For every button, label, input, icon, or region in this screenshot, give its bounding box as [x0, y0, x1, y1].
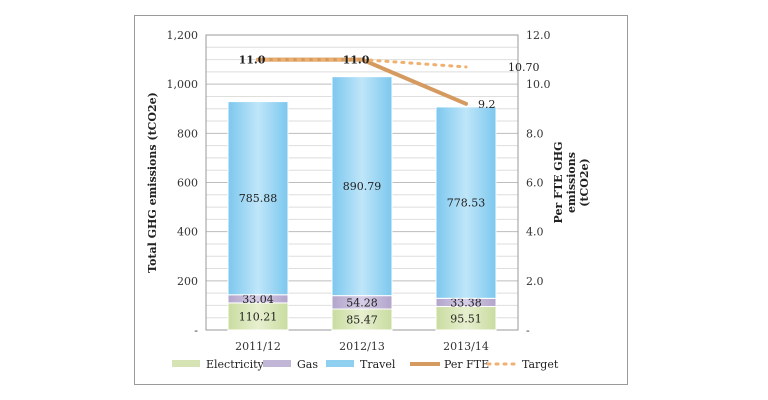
y-tick-label: 400 — [177, 226, 198, 239]
x-tick-label: 2013/14 — [443, 340, 489, 353]
bar-travel-2012-13 — [331, 76, 393, 297]
y-tick-label: 1,200 — [167, 29, 199, 42]
y2-tick-label: 4.0 — [526, 226, 544, 239]
x-tick-label: 2012/13 — [339, 340, 385, 353]
legend-label-per-fte: Per FTE — [444, 358, 489, 371]
line-label-per-fte: 9.2 — [478, 98, 496, 111]
legend-label-gas: Gas — [297, 358, 318, 371]
axes: - 200 400 600 800 1,000 1,200 - 2.0 4.0 6.0 8.0 10.0… — [146, 29, 591, 353]
legend-swatch-gas — [263, 360, 291, 367]
y-tick-label: - — [194, 324, 198, 337]
bar-travel-2011-12 — [227, 101, 289, 296]
y2-tick-label: 6.0 — [526, 177, 544, 190]
legend-label-target: Target — [522, 358, 559, 371]
y-axis-title: Total GHG emissions (tCO2e) — [146, 92, 159, 273]
lines: 11.0 11.0 9.2 10.70 — [239, 54, 540, 111]
y-tick-label: 200 — [177, 275, 198, 288]
legend-label-electricity: Electricity — [206, 358, 265, 371]
line-target — [256, 58, 468, 69]
x-tick-label: 2011/12 — [235, 340, 281, 353]
bar-label-gas: 33.38 — [450, 296, 482, 309]
y2-tick-label: 12.0 — [526, 29, 551, 42]
bar-label-electricity: 110.21 — [239, 310, 278, 323]
y2-tick-label: 8.0 — [526, 127, 544, 140]
bar-label-electricity: 95.51 — [450, 312, 482, 325]
legend: Electricity Gas Travel Per FTE Target — [172, 358, 559, 371]
line-label-target: 10.70 — [508, 61, 540, 74]
y2-axis-title: emissions — [565, 152, 578, 213]
bar-label-travel: 785.88 — [239, 192, 278, 205]
line-label-per-fte: 11.0 — [343, 54, 370, 67]
legend-swatch-travel — [326, 360, 354, 367]
y-tick-label: 600 — [177, 177, 198, 190]
bar-label-gas: 54.28 — [346, 296, 378, 309]
legend-swatch-electricity — [172, 360, 200, 367]
y2-tick-label: - — [526, 324, 530, 337]
bar-travel-2013-14 — [435, 106, 497, 299]
y-tick-label: 800 — [177, 127, 198, 140]
y2-axis-title: Per FTE GHG — [552, 142, 565, 224]
legend-label-travel: Travel — [360, 358, 396, 371]
bar-electricity-2011-12 — [227, 302, 289, 331]
y2-tick-label: 10.0 — [526, 78, 551, 91]
y2-tick-label: 2.0 — [526, 275, 544, 288]
bar-label-electricity: 85.47 — [346, 313, 378, 326]
y2-axis-title: (tCO2e) — [578, 158, 591, 206]
y-tick-label: 1,000 — [167, 78, 199, 91]
bar-label-travel: 890.79 — [343, 180, 382, 193]
line-label-per-fte: 11.0 — [239, 54, 266, 67]
bar-label-gas: 33.04 — [242, 293, 274, 306]
bars: 110.21 33.04 785.88 85.47 54.28 890.79 95.51 33… — [227, 76, 497, 331]
bar-label-travel: 778.53 — [447, 197, 486, 210]
